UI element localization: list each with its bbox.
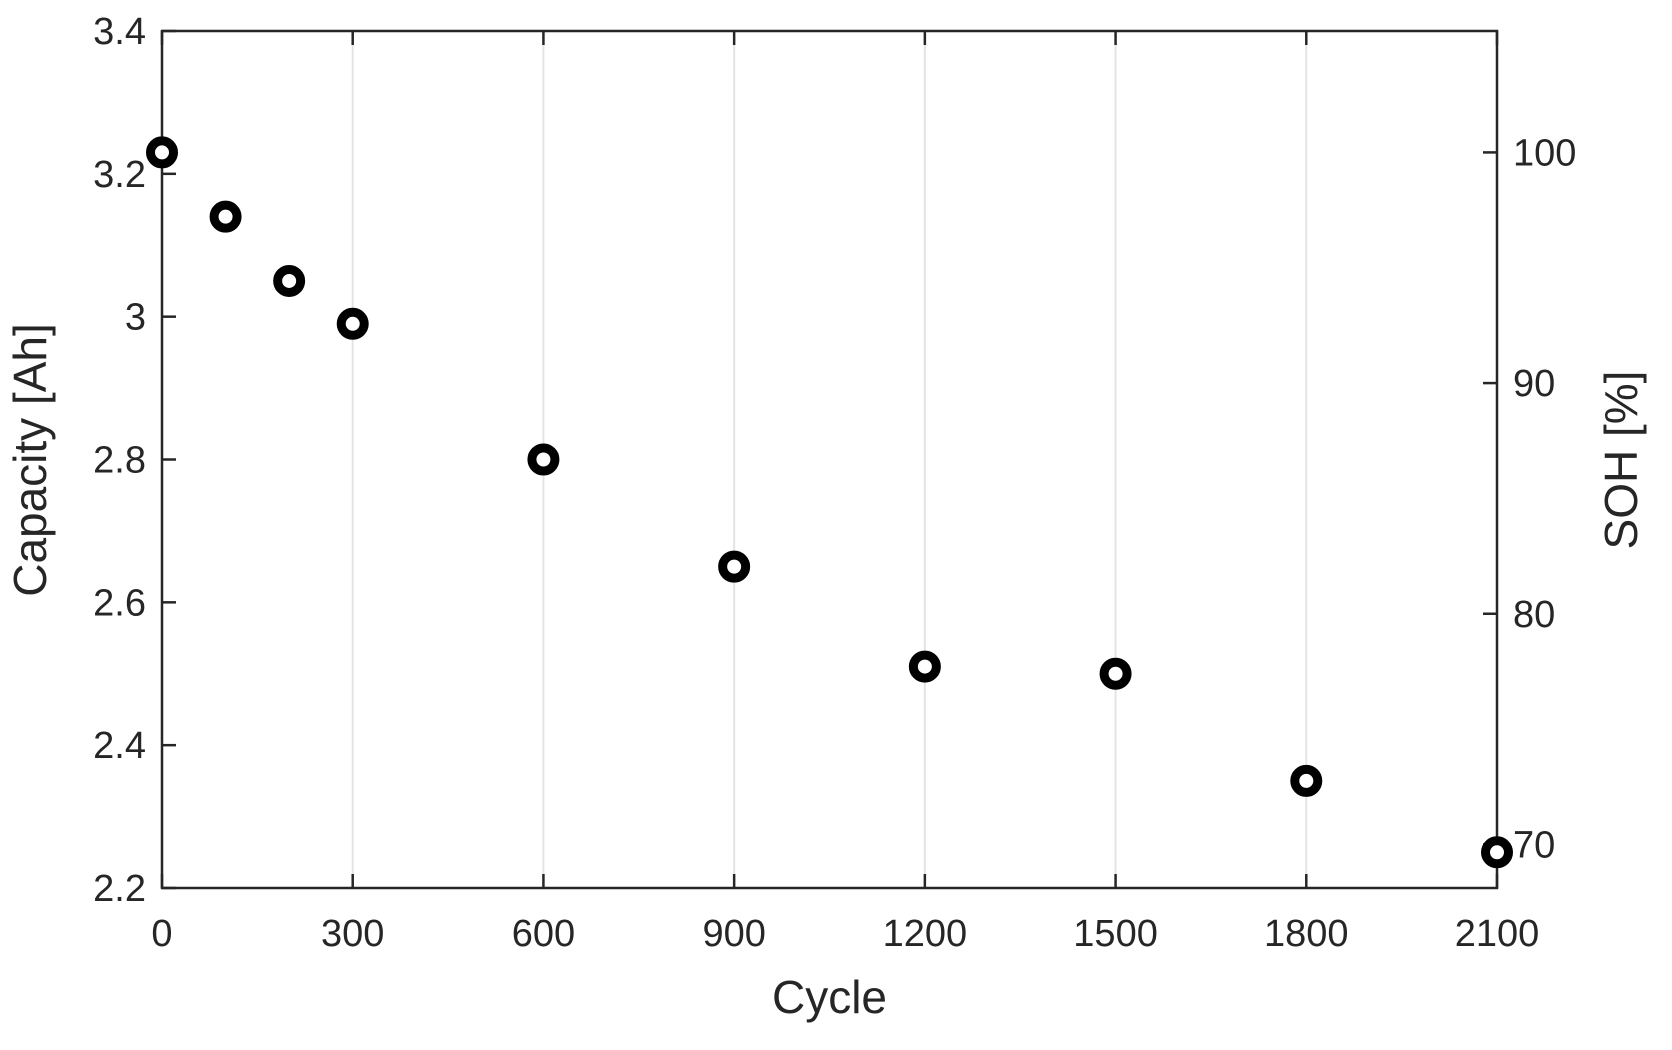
- y-tick-label-left: 3.2: [93, 154, 146, 196]
- y-axis-label-left: Capacity [Ah]: [4, 323, 56, 597]
- x-tick-label: 0: [151, 913, 172, 955]
- y-tick-label-right: 80: [1513, 594, 1555, 636]
- x-tick-label: 300: [321, 913, 384, 955]
- data-point-marker: [527, 443, 560, 476]
- y-tick-label-right: 70: [1513, 824, 1555, 866]
- data-point-marker: [1290, 764, 1323, 797]
- data-point-marker: [1481, 836, 1513, 869]
- axis-tick-layer: [160, 29, 1499, 890]
- data-point-marker: [209, 200, 242, 233]
- y-tick-label-left: 2.6: [93, 582, 146, 624]
- data-point-marker: [146, 136, 178, 169]
- data-point-marker: [336, 307, 369, 340]
- data-point-layer: [146, 136, 1513, 869]
- x-tick-label: 900: [702, 913, 765, 955]
- y-axis-label-right: SOH [%]: [1595, 371, 1647, 550]
- y-tick-label-left: 2.4: [93, 725, 146, 767]
- y-tick-label-left: 3.4: [93, 11, 146, 53]
- plot-border: [160, 29, 1499, 890]
- data-point-marker: [273, 264, 306, 297]
- x-tick-label: 1200: [883, 913, 968, 955]
- gridline-layer: [351, 31, 1308, 888]
- data-point-marker: [908, 650, 941, 683]
- x-axis-label: Cycle: [772, 971, 887, 1023]
- x-tick-label: 600: [512, 913, 575, 955]
- y-tick-label-left: 3: [125, 297, 146, 339]
- x-tick-label: 1500: [1073, 913, 1158, 955]
- data-point-marker: [718, 550, 751, 583]
- x-tick-label: 1800: [1264, 913, 1349, 955]
- y-tick-label-right: 90: [1513, 363, 1555, 405]
- y-tick-label-left: 2.2: [93, 868, 146, 910]
- data-point-marker: [1099, 657, 1132, 690]
- x-tick-label: 2100: [1455, 913, 1540, 955]
- y-tick-label-left: 2.8: [93, 440, 146, 482]
- tick-label-layer: 0 300 600 900 1200 1500 1800 2100 2.2 2.4 2.6 2.8 3 3…: [93, 11, 1576, 955]
- y-tick-label-right: 100: [1513, 132, 1576, 174]
